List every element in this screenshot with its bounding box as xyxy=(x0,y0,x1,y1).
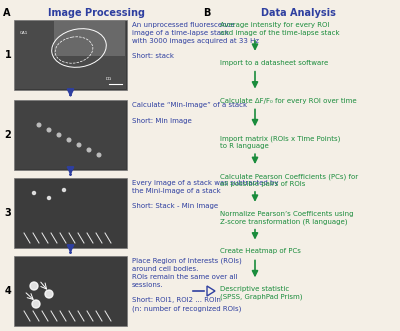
Text: Place Region of Interests (ROIs)
around cell bodies.
ROIs remain the same over a: Place Region of Interests (ROIs) around … xyxy=(132,258,242,311)
Bar xyxy=(14,20,127,90)
Text: B: B xyxy=(203,8,210,18)
Circle shape xyxy=(47,128,51,132)
Text: Calculate Pearson Coefficients (PCs) for
all possible pairs of ROIs: Calculate Pearson Coefficients (PCs) for… xyxy=(220,173,358,187)
Text: Create Heatmap of PCs: Create Heatmap of PCs xyxy=(220,249,301,255)
Text: Image Processing: Image Processing xyxy=(48,8,146,18)
Bar xyxy=(15,101,126,169)
Bar xyxy=(54,21,125,56)
Text: Import matrix (ROIs x Time Points)
to R language: Import matrix (ROIs x Time Points) to R … xyxy=(220,135,340,149)
Circle shape xyxy=(45,290,53,298)
Text: Descriptive statistic
(SPSS, GraphPad Prism): Descriptive statistic (SPSS, GraphPad Pr… xyxy=(220,286,302,300)
Polygon shape xyxy=(207,286,215,296)
Text: Every image of a stack was subtracted by
the Mini-Image of a stack

Short: Stack: Every image of a stack was subtracted by… xyxy=(132,180,278,209)
Bar xyxy=(14,178,127,248)
Circle shape xyxy=(67,138,71,142)
Text: Normalize Pearson’s Coefficents using
Z-score transformation (R language): Normalize Pearson’s Coefficents using Z-… xyxy=(220,211,354,225)
Circle shape xyxy=(62,188,66,192)
Circle shape xyxy=(48,197,50,200)
Circle shape xyxy=(87,148,91,152)
Text: CA1: CA1 xyxy=(20,31,28,35)
Text: 1: 1 xyxy=(5,50,11,60)
Circle shape xyxy=(97,153,101,157)
Bar xyxy=(15,257,126,325)
Bar xyxy=(14,100,127,170)
Text: An unprocessed fluorescence
image of a time-lapse stack
with 3000 images acquire: An unprocessed fluorescence image of a t… xyxy=(132,22,259,59)
Text: Calculate ΔF/F₀ for every ROI over time: Calculate ΔF/F₀ for every ROI over time xyxy=(220,98,357,104)
Bar xyxy=(15,179,126,247)
Text: Data Analysis: Data Analysis xyxy=(260,8,336,18)
Bar xyxy=(14,256,127,326)
Text: 4: 4 xyxy=(5,286,11,296)
Circle shape xyxy=(77,143,81,147)
Circle shape xyxy=(32,192,36,195)
Circle shape xyxy=(57,133,61,137)
Circle shape xyxy=(30,282,38,290)
Bar xyxy=(15,21,126,89)
Text: DG: DG xyxy=(106,77,112,81)
Text: Calculate “Min-Image” of a stack

Short: Min Image: Calculate “Min-Image” of a stack Short: … xyxy=(132,102,247,123)
Text: A: A xyxy=(3,8,10,18)
Text: 2: 2 xyxy=(5,130,11,140)
Circle shape xyxy=(37,123,41,127)
Text: Average intensity for every ROI
and image of the time-lapse stack: Average intensity for every ROI and imag… xyxy=(220,22,340,35)
Text: 3: 3 xyxy=(5,208,11,218)
Text: Import to a datasheet software: Import to a datasheet software xyxy=(220,60,328,66)
Circle shape xyxy=(32,300,40,308)
